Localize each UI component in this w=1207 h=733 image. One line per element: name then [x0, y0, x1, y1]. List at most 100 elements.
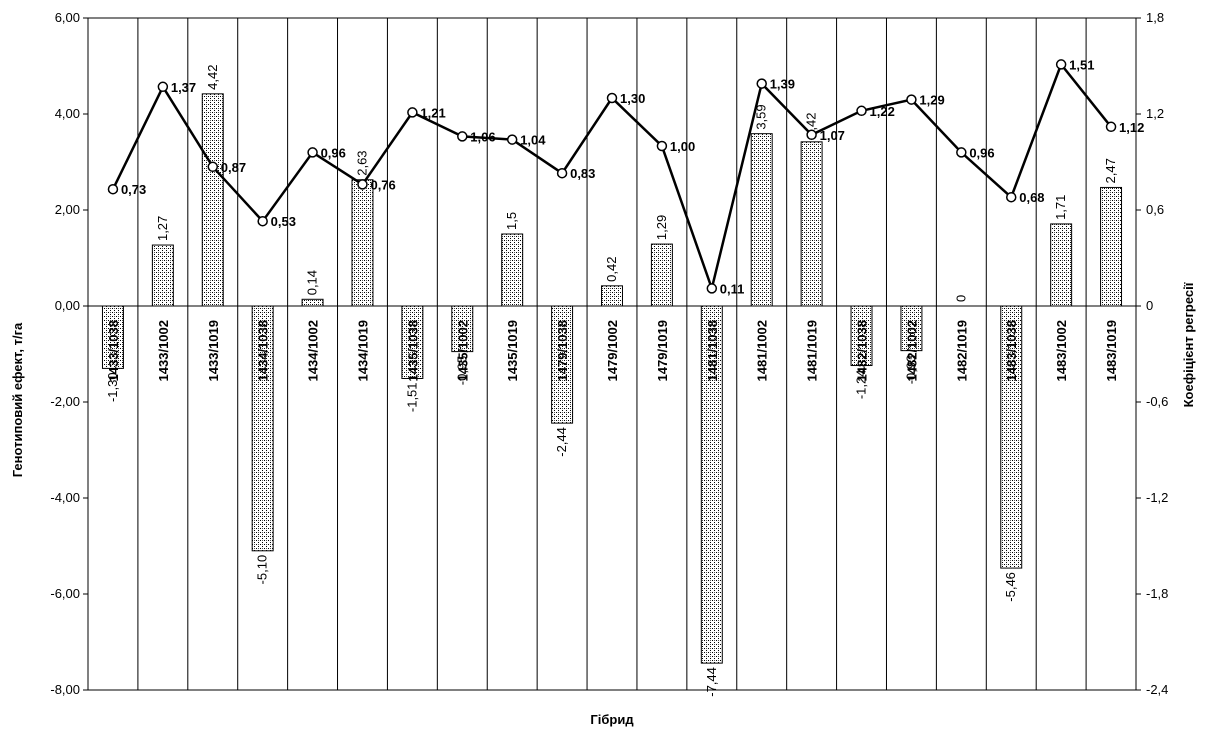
line-point — [806, 129, 817, 141]
bar-value-label: 0,42 — [604, 257, 619, 282]
y2-axis-tick-label: -1,2 — [1146, 490, 1168, 505]
line-value-label: 0,87 — [221, 160, 246, 175]
bar-value-label: -5,10 — [255, 555, 270, 585]
y2-axis-tick-label: 1,2 — [1146, 106, 1164, 121]
x-axis-category-label: 1481/1019 — [805, 320, 820, 381]
bar — [1000, 305, 1023, 569]
bar-value-label: -0,93 — [903, 355, 918, 385]
line-point — [1055, 59, 1067, 70]
y-axis-tick-label: -4,00 — [50, 490, 80, 505]
bar-value-label: -7,44 — [704, 667, 719, 697]
line-point — [656, 140, 668, 152]
x-axis-category-label: 1482/1002 — [904, 320, 919, 381]
bar — [601, 285, 623, 307]
line-value-label: 1,29 — [919, 93, 944, 108]
line-point — [457, 131, 468, 142]
x-axis-category-label: 1434/1002 — [306, 320, 321, 381]
x-axis-category-label: 1483/1038 — [1004, 320, 1019, 381]
bar-value-label: -1,30 — [105, 372, 120, 402]
line-value-label: 1,21 — [420, 105, 445, 120]
bar-value-label: 1,71 — [1053, 195, 1068, 220]
x-axis-category-label: 1479/1038 — [555, 320, 570, 381]
y2-axis-tick-label: 1,8 — [1146, 10, 1164, 25]
y-axis-tick-label: -6,00 — [50, 586, 80, 601]
bar-value-label: -2,44 — [554, 427, 569, 457]
x-axis-category-label: 1482/1019 — [954, 320, 969, 381]
line-point — [257, 215, 268, 227]
bar — [301, 298, 324, 307]
bar — [501, 233, 524, 307]
plot-frame — [87, 17, 1137, 691]
bar-value-label: 1,27 — [155, 216, 170, 241]
line-value-label: 0,76 — [370, 177, 395, 192]
line-value-label: 0,96 — [969, 145, 994, 160]
line-value-label: 1,37 — [171, 80, 196, 95]
x-axis-category-label: 1434/1019 — [355, 320, 370, 381]
bar — [650, 243, 673, 307]
y2-axis-tick-label: 0,6 — [1146, 202, 1164, 217]
y-axis-tick-label: 0,00 — [55, 298, 80, 313]
y-axis-tick-label: -8,00 — [50, 682, 80, 697]
line-value-label: 1,04 — [520, 133, 546, 148]
bar-value-label: 2,63 — [354, 150, 369, 175]
bar-value-label: -0,95 — [454, 356, 469, 386]
bar — [351, 179, 374, 307]
x-axis-category-label: 1483/1002 — [1054, 320, 1069, 381]
line-point — [157, 81, 169, 93]
x-axis-category-label: 1479/1002 — [605, 320, 620, 381]
bar-value-label: -5,46 — [1003, 572, 1018, 602]
line-point — [357, 179, 368, 190]
bar-value-label: 1,5 — [504, 212, 519, 230]
bar — [700, 305, 723, 664]
line-value-label: 0,53 — [271, 214, 296, 229]
line-value-label: 1,39 — [770, 77, 795, 92]
bar-value-label: -1,24 — [854, 370, 869, 400]
x-axis-category-label: 1483/1019 — [1104, 320, 1119, 381]
line-value-label: 0,73 — [121, 182, 146, 197]
y-axis-tick-label: 4,00 — [55, 106, 80, 121]
line-point — [1005, 191, 1017, 203]
line-point — [556, 167, 568, 179]
bar-value-label: 1,29 — [654, 215, 669, 240]
x-axis-category-label: 1479/1019 — [655, 320, 670, 381]
x-axis-category-label: 1481/1002 — [755, 320, 770, 381]
x-axis-category-label: 1434/1038 — [256, 320, 271, 381]
line-point — [1105, 121, 1117, 133]
bar-value-label: 0 — [953, 295, 968, 302]
y2-axis-tick-label: -1,8 — [1146, 586, 1168, 601]
bar-value-label: 2,47 — [1103, 158, 1118, 183]
line-point — [956, 147, 967, 158]
x-axis-category-label: 1435/1038 — [405, 320, 420, 381]
line-point — [906, 94, 917, 105]
x-axis-category-label: 1433/1038 — [106, 320, 121, 381]
line-point — [606, 92, 618, 104]
line-value-label: 0,96 — [321, 145, 346, 160]
bar — [151, 244, 174, 307]
x-axis-category-label: 1435/1002 — [455, 320, 470, 381]
bar-value-label: 0,14 — [305, 270, 320, 295]
line-value-label: 1,30 — [620, 91, 645, 106]
x-axis-title: Гібрид — [590, 712, 634, 727]
line-point — [307, 147, 318, 158]
line-point — [856, 105, 867, 117]
y2-axis-tick-label: 0 — [1146, 298, 1153, 313]
bar-value-label: 3,59 — [754, 104, 769, 129]
line-value-label: 1,12 — [1119, 120, 1144, 135]
line-point — [706, 283, 718, 294]
bar — [251, 305, 274, 552]
y-axis-tick-label: -2,00 — [50, 394, 80, 409]
bar — [750, 133, 773, 307]
y2-axis-tick-label: -0,6 — [1146, 394, 1168, 409]
bar — [800, 141, 823, 307]
bar — [1100, 186, 1123, 307]
bar-value-label: -1,51 — [404, 382, 419, 412]
line-value-label: 1,51 — [1069, 57, 1094, 72]
bar — [451, 305, 474, 353]
line-point — [107, 183, 119, 195]
x-axis-category-label: 1433/1019 — [206, 320, 221, 381]
x-axis-category-label: 1433/1002 — [156, 320, 171, 381]
line-value-label: 1,06 — [470, 129, 495, 144]
line-value-label: 0,11 — [720, 281, 745, 296]
x-axis-category-label: 1481/1038 — [705, 320, 720, 381]
